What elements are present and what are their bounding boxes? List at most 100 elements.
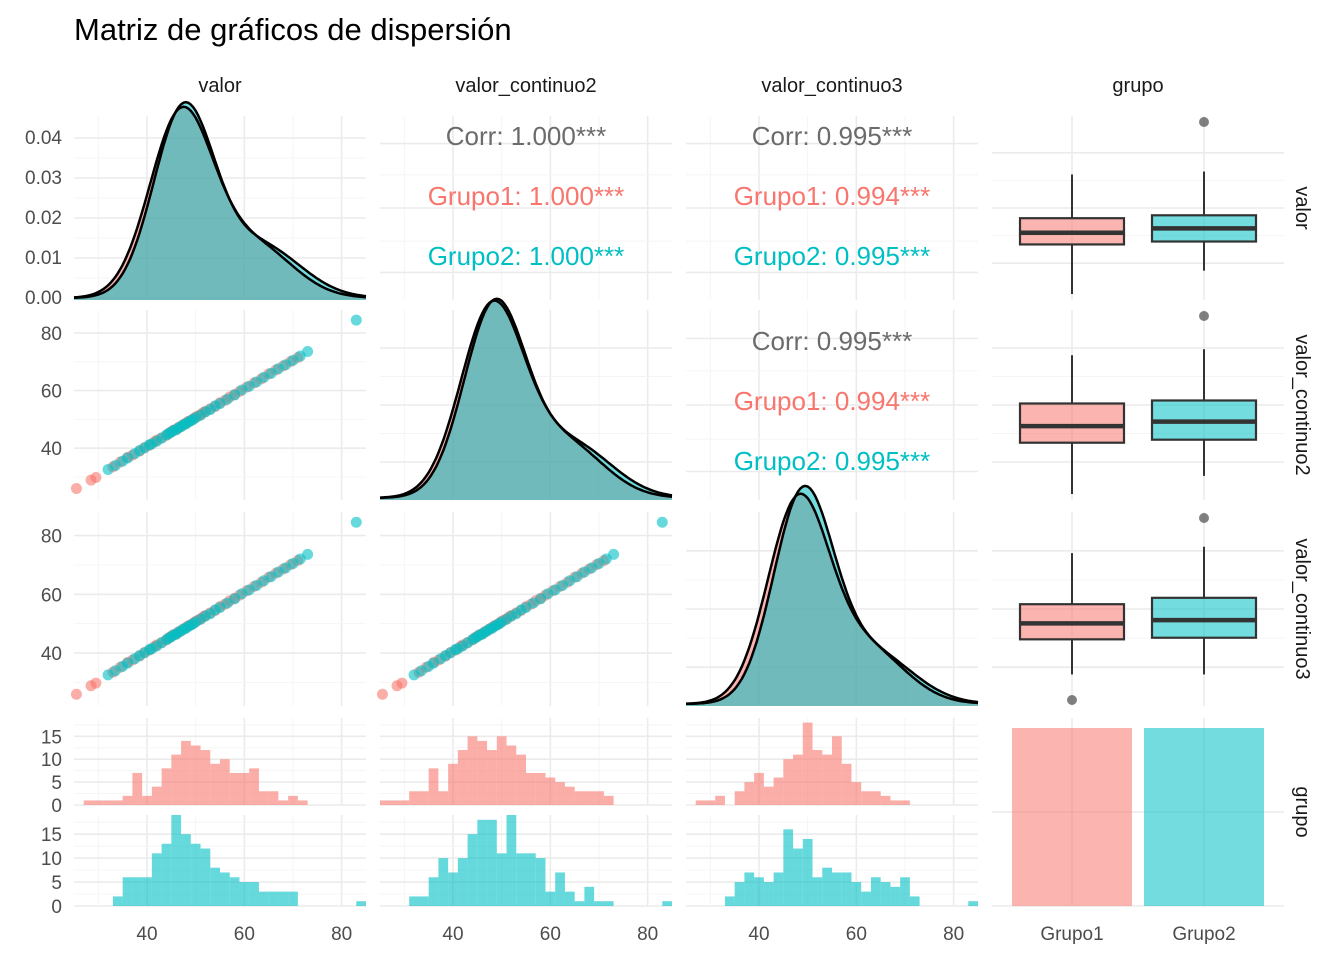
x-tick-label: 40 [136, 924, 157, 945]
scatter-point-grupo2 [302, 548, 314, 560]
histogram-bar [142, 795, 152, 805]
histogram-bar [409, 896, 419, 906]
histogram-bar [93, 800, 104, 805]
x-tick-label: 60 [540, 924, 561, 945]
boxplot-outlier [1199, 311, 1209, 321]
histogram-bar [555, 872, 565, 906]
boxplot-box-grupo2 [1150, 596, 1258, 639]
row-strip-grupo: grupo [1291, 786, 1313, 837]
y-tick-label-density: 0.00 [25, 288, 62, 309]
histogram-bar [574, 791, 585, 805]
histogram-bar [467, 736, 478, 805]
y-tick-label-count: 0 [51, 897, 62, 918]
histogram-bar [870, 877, 881, 906]
histogram-bar [477, 740, 488, 805]
histogram-bar [496, 853, 507, 906]
histogram-bar [457, 858, 468, 906]
corr-grupo2-label: Grupo2: 1.000*** [428, 241, 625, 271]
boxplot-box-grupo1 [1018, 402, 1126, 444]
histogram-bar [132, 772, 143, 805]
histogram-bar [535, 858, 546, 906]
scatter-point-grupo2 [350, 516, 362, 528]
y-tick-label-count: 10 [41, 750, 62, 771]
histogram-bar [516, 853, 526, 906]
histogram-bar [278, 891, 289, 906]
histogram-bar [968, 901, 978, 906]
column-strip-valor_continuo2: valor_continuo2 [455, 75, 596, 97]
histogram-bar [783, 759, 794, 805]
x-tick-label: 40 [748, 924, 769, 945]
histogram-bar [890, 800, 901, 805]
histogram-bar [389, 800, 400, 805]
x-tick-label: 80 [331, 924, 352, 945]
histogram-bar [812, 750, 823, 805]
histogram-bar [239, 772, 250, 805]
histogram-bar [545, 777, 556, 805]
histogram-bar [662, 901, 672, 906]
histogram-bar [103, 800, 113, 805]
histogram-bar [603, 795, 614, 805]
histogram-bar [744, 782, 755, 805]
histogram-bar [210, 763, 220, 805]
histogram-bar [356, 901, 366, 906]
histogram-bar [467, 834, 478, 906]
histogram-bar [880, 795, 891, 805]
histogram-bar [564, 891, 575, 906]
histogram-bar [457, 750, 468, 805]
density-line-grupo2 [686, 484, 979, 706]
scatter-point-grupo1 [376, 688, 388, 700]
x-tick-label-grupo1: Grupo1 [1040, 924, 1103, 945]
histogram-bar [603, 901, 614, 906]
y-tick-label-density: 0.02 [25, 208, 62, 229]
x-tick-label: 60 [234, 924, 255, 945]
histogram-bar [535, 772, 546, 805]
histogram-bar [574, 901, 585, 906]
histogram-bar [171, 815, 182, 906]
corr-grupo1-label: Grupo1: 1.000*** [428, 181, 625, 211]
histogram-bar [841, 872, 852, 906]
histogram-bar [890, 886, 901, 906]
histogram-bar [584, 791, 595, 805]
histogram-bar [793, 848, 803, 906]
histogram-bar [220, 759, 230, 805]
histogram-bar [278, 800, 289, 805]
bar-grupo1 [1012, 728, 1132, 906]
histogram-bar [763, 882, 774, 906]
histogram-bar [418, 896, 429, 906]
y-tick-label-density: 0.04 [25, 128, 62, 149]
histogram-bar [715, 795, 725, 805]
corr-grupo1-label: Grupo1: 0.994*** [734, 181, 931, 211]
column-strip-valor: valor [198, 75, 242, 97]
row-strip-valor_continuo3: valor_continuo3 [1291, 538, 1313, 679]
density-area-grupo2 [380, 298, 672, 500]
y-tick-label-density: 0.03 [25, 168, 62, 189]
histogram-bar [297, 800, 308, 805]
density-line-grupo1 [379, 299, 673, 499]
boxplot-outlier [1199, 513, 1209, 523]
density-line-grupo2 [379, 297, 673, 500]
histogram-bar [239, 882, 250, 906]
histogram-bar [190, 843, 201, 906]
histogram-bar [832, 872, 842, 906]
histogram-bar [122, 877, 133, 906]
histogram-bar [151, 786, 162, 805]
corr-overall-label: Corr: 1.000*** [446, 121, 606, 151]
histogram-bar [190, 745, 201, 805]
histogram-bar [783, 829, 794, 906]
y-tick-label-count: 15 [41, 727, 62, 748]
y-tick-label: 40 [41, 439, 62, 460]
histogram-bar [822, 867, 832, 906]
histogram-bar [909, 896, 920, 906]
corr-grupo2-label: Grupo2: 0.995*** [734, 241, 931, 271]
scatter-point-grupo2 [656, 516, 668, 528]
histogram-bar [487, 750, 497, 805]
histogram-bar [477, 819, 488, 906]
density-line-grupo1 [686, 492, 979, 705]
column-strip-valor_continuo3: valor_continuo3 [761, 75, 902, 97]
y-tick-label-count: 5 [51, 873, 62, 894]
histogram-bar [171, 754, 182, 805]
histogram-bar [506, 745, 517, 805]
histogram-bar [734, 791, 745, 805]
y-tick-label: 40 [41, 644, 62, 665]
histogram-bar [526, 772, 536, 805]
